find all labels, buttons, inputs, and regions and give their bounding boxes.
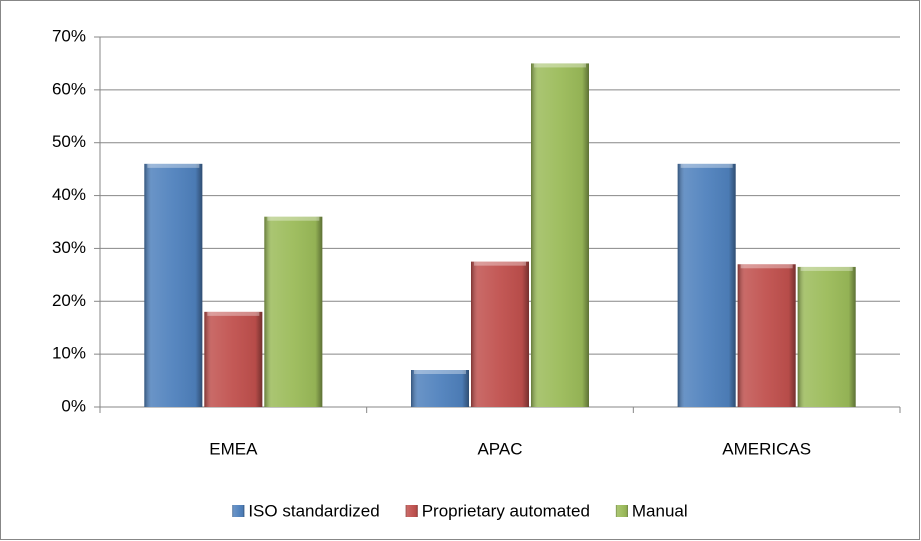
y-tick-label: 40% xyxy=(52,185,86,204)
legend-swatch-shade xyxy=(405,505,418,517)
legend-swatch-shade xyxy=(232,505,245,517)
bar-shade xyxy=(264,216,323,407)
bar-shade xyxy=(797,266,856,407)
bar-top xyxy=(680,163,733,168)
legend-label: Proprietary automated xyxy=(422,501,590,520)
bar-top xyxy=(147,163,200,168)
bar-top xyxy=(474,261,526,266)
bar-top xyxy=(267,216,320,221)
y-tick-label: 20% xyxy=(52,291,86,310)
x-tick-label: APAC xyxy=(477,439,522,458)
legend: ISO standardized Proprietary automated Man… xyxy=(232,501,688,520)
y-tick-label: 10% xyxy=(52,344,86,363)
y-tick-label: 70% xyxy=(52,26,86,45)
y-tick-label: 30% xyxy=(52,238,86,257)
legend-label: Manual xyxy=(632,501,688,520)
x-tick-label: AMERICAS xyxy=(722,439,811,458)
bar-top xyxy=(414,370,466,374)
bar-shade xyxy=(737,264,796,407)
bar-shade xyxy=(677,163,736,407)
legend-swatch-shade xyxy=(615,505,628,517)
bar-shade xyxy=(204,311,263,407)
y-tick-label: 60% xyxy=(52,79,86,98)
x-tick-label: EMEA xyxy=(209,439,258,458)
bar-top xyxy=(740,264,793,269)
bar-top xyxy=(534,63,586,68)
legend-label: ISO standardized xyxy=(248,501,379,520)
bar-shade xyxy=(471,261,529,407)
bar-shade xyxy=(411,370,469,407)
y-tick-label: 50% xyxy=(52,132,86,151)
y-tick-label: 0% xyxy=(61,396,86,415)
bar-top xyxy=(800,266,853,271)
bar-shade xyxy=(531,63,589,408)
bar-top xyxy=(207,311,260,316)
bar-shade xyxy=(144,163,203,407)
